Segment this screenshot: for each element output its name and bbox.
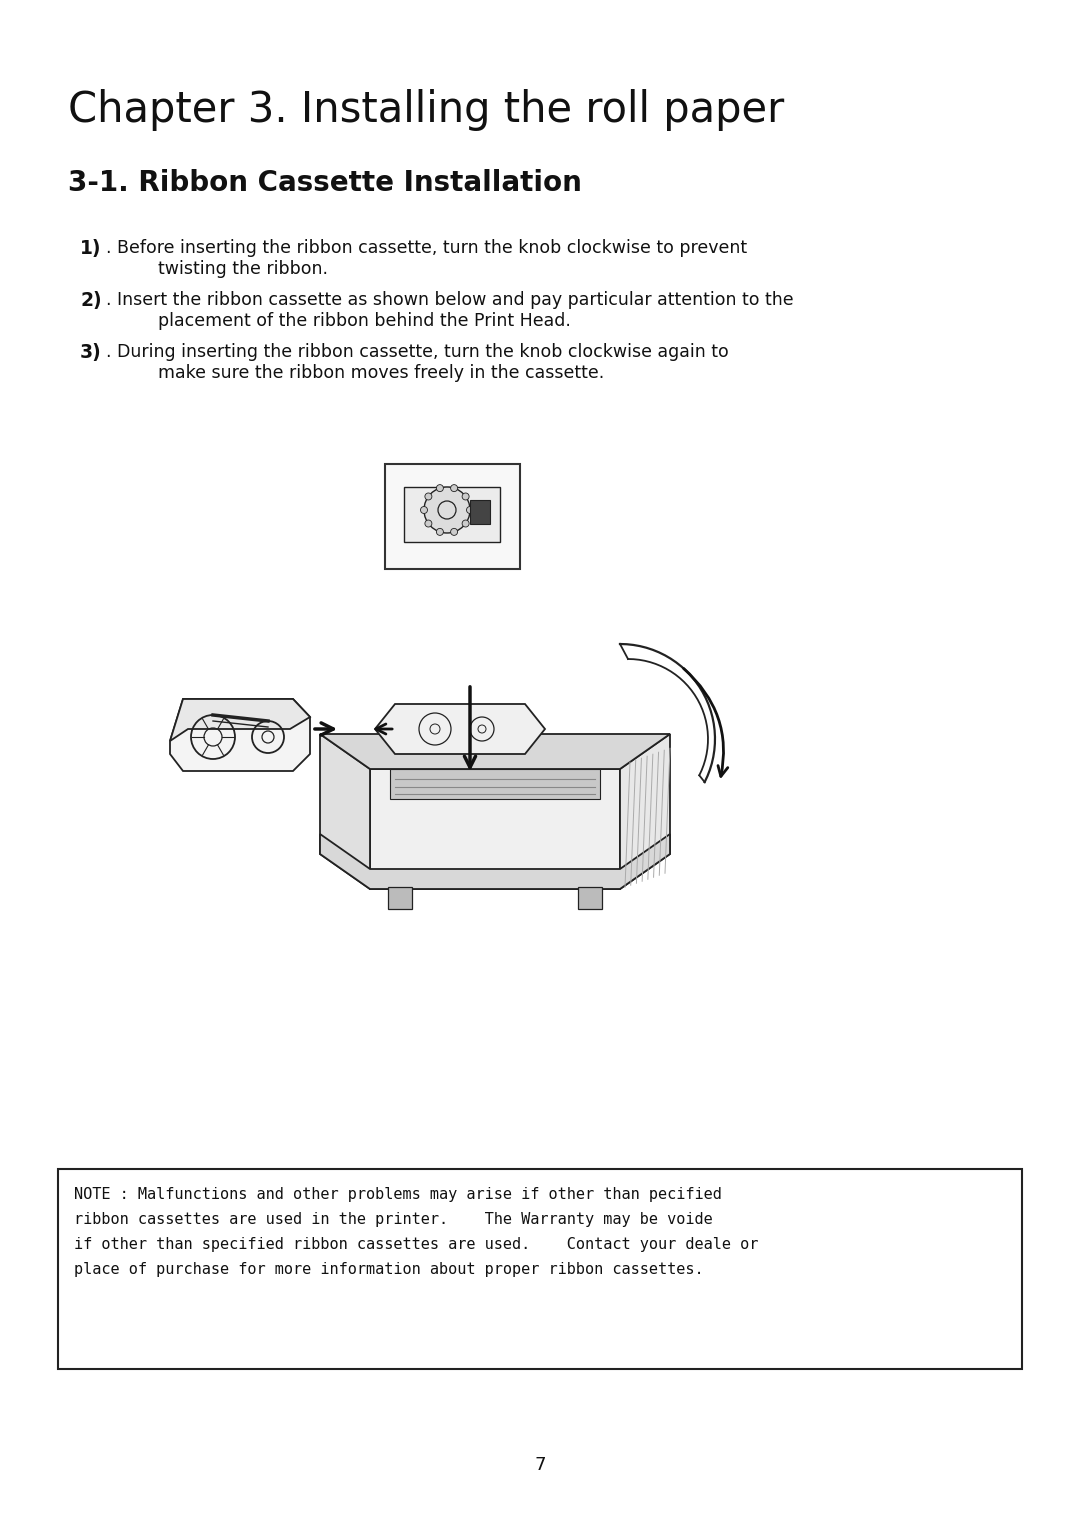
- Circle shape: [436, 529, 444, 535]
- Bar: [58, 1170, 1022, 1368]
- Text: . Before inserting the ribbon cassette, turn the knob clockwise to prevent: . Before inserting the ribbon cassette, …: [106, 239, 747, 257]
- Text: NOTE : Malfunctions and other problems may arise if other than pecified: NOTE : Malfunctions and other problems m…: [75, 1187, 721, 1202]
- Bar: [388, 887, 411, 910]
- Circle shape: [420, 506, 428, 514]
- Polygon shape: [320, 833, 670, 888]
- Circle shape: [462, 492, 469, 500]
- Polygon shape: [370, 769, 620, 888]
- Circle shape: [462, 520, 469, 528]
- Text: placement of the ribbon behind the Print Head.: placement of the ribbon behind the Print…: [158, 312, 571, 330]
- Polygon shape: [170, 699, 310, 742]
- Text: 1): 1): [80, 239, 102, 258]
- Circle shape: [467, 506, 473, 514]
- Text: Chapter 3. Installing the roll paper: Chapter 3. Installing the roll paper: [68, 89, 784, 131]
- Circle shape: [424, 492, 432, 500]
- Bar: [470, 500, 490, 524]
- Polygon shape: [320, 734, 670, 769]
- Text: 3-1. Ribbon Cassette Installation: 3-1. Ribbon Cassette Installation: [68, 170, 582, 197]
- Text: 7: 7: [535, 1456, 545, 1474]
- Circle shape: [436, 485, 444, 492]
- Circle shape: [450, 529, 458, 535]
- Bar: [404, 488, 500, 541]
- Bar: [384, 463, 519, 569]
- Circle shape: [424, 520, 432, 528]
- Text: 3): 3): [80, 342, 102, 362]
- Polygon shape: [375, 703, 545, 754]
- Text: . During inserting the ribbon cassette, turn the knob clockwise again to: . During inserting the ribbon cassette, …: [106, 342, 729, 361]
- Text: twisting the ribbon.: twisting the ribbon.: [158, 260, 328, 278]
- Text: place of purchase for more information about proper ribbon cassettes.: place of purchase for more information a…: [75, 1261, 704, 1277]
- Polygon shape: [320, 734, 370, 888]
- Circle shape: [424, 488, 470, 534]
- Bar: [578, 887, 602, 910]
- Text: ribbon cassettes are used in the printer.    The Warranty may be voide: ribbon cassettes are used in the printer…: [75, 1212, 713, 1226]
- Text: make sure the ribbon moves freely in the cassette.: make sure the ribbon moves freely in the…: [158, 364, 604, 382]
- Text: if other than specified ribbon cassettes are used.    Contact your deale or: if other than specified ribbon cassettes…: [75, 1237, 758, 1252]
- Polygon shape: [170, 699, 310, 771]
- Text: 2): 2): [80, 291, 102, 310]
- Circle shape: [450, 485, 458, 492]
- Polygon shape: [620, 734, 670, 888]
- Text: . Insert the ribbon cassette as shown below and pay particular attention to the: . Insert the ribbon cassette as shown be…: [106, 291, 794, 309]
- Bar: [390, 769, 600, 800]
